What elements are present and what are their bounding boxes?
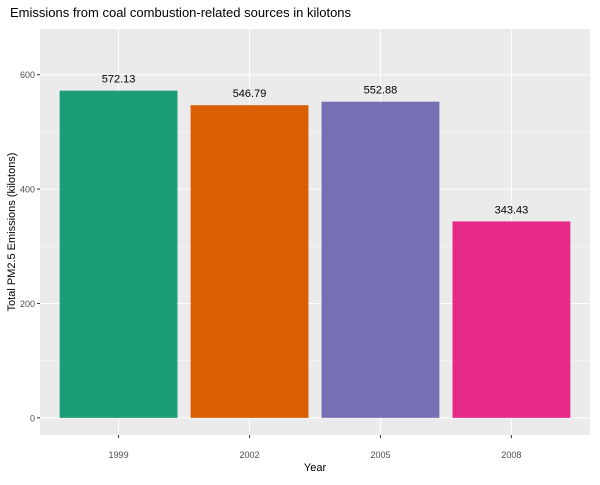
data-label-1999: 572.13 [102, 74, 136, 86]
x-tick-label: 2005 [370, 450, 390, 460]
data-labels: 572.13 546.79 552.88 343.43 [102, 74, 529, 217]
bar-2005 [321, 101, 440, 418]
x-tick-label: 2002 [240, 450, 260, 460]
data-label-2002: 546.79 [233, 88, 267, 100]
axes: 0 200 400 600 1999 2002 2005 2008 [20, 70, 521, 460]
x-tick-label: 2008 [501, 450, 521, 460]
bar-2002 [190, 105, 309, 418]
bar-1999 [59, 90, 178, 418]
y-tick-label: 600 [20, 70, 35, 80]
y-axis-title: Total PM2.5 Emissions (kilotons) [6, 153, 18, 312]
bars [59, 90, 571, 418]
data-label-2005: 552.88 [364, 85, 398, 97]
bar-2008 [452, 221, 571, 418]
y-tick-label: 0 [30, 413, 35, 423]
y-tick-label: 200 [20, 299, 35, 309]
chart-title: Emissions from coal combustion-related s… [10, 5, 352, 20]
data-label-2008: 343.43 [495, 204, 529, 216]
y-tick-label: 400 [20, 185, 35, 195]
x-axis-title: Year [304, 462, 327, 474]
x-tick-label: 1999 [109, 450, 129, 460]
